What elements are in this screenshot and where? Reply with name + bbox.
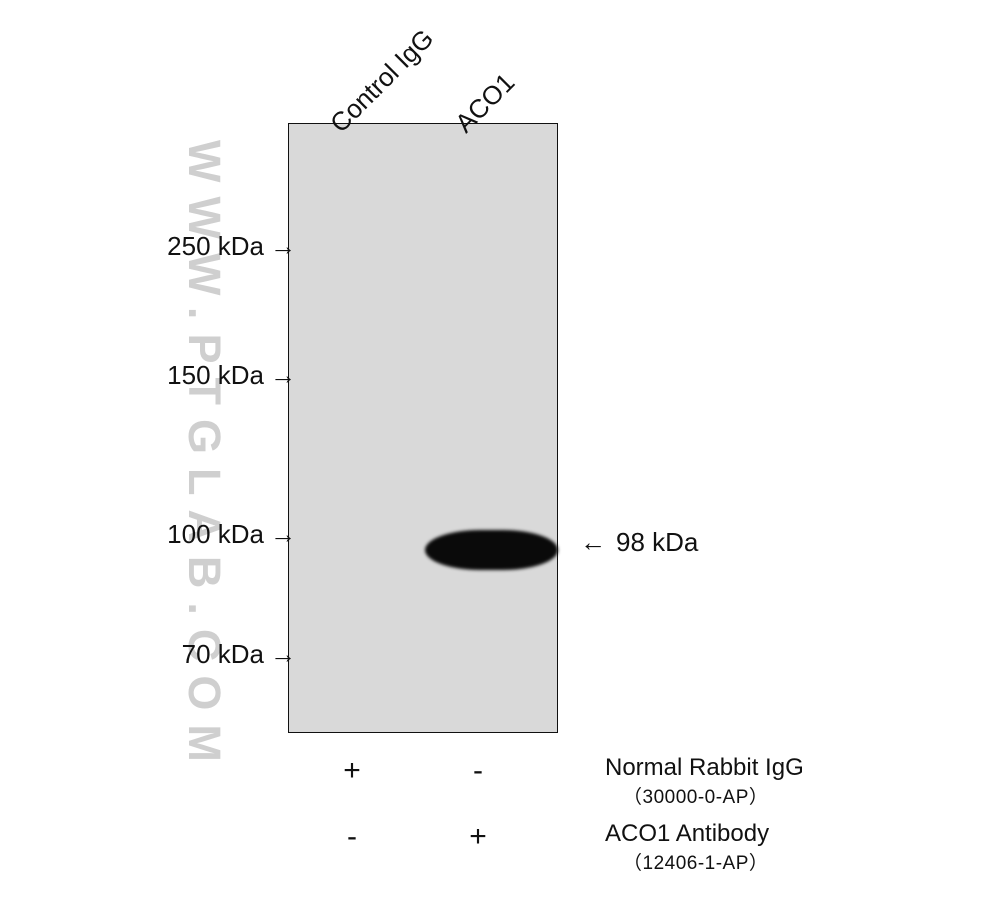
arrow-left-icon: ← bbox=[580, 527, 606, 558]
mw-marker-label: 100 kDa bbox=[146, 519, 264, 550]
arrow-right-icon: → bbox=[270, 360, 296, 391]
mw-marker-label: 150 kDa bbox=[146, 360, 264, 391]
mw-marker-label: 70 kDa bbox=[146, 639, 264, 670]
arrow-right-icon: → bbox=[270, 519, 296, 550]
lane-label-control-igg: Control IgG bbox=[324, 23, 440, 139]
legend-main-label: Normal Rabbit IgG bbox=[605, 754, 804, 782]
mw-marker-150: 150 kDa → bbox=[146, 360, 296, 391]
legend-sign: - bbox=[337, 820, 367, 854]
legend-sign: + bbox=[337, 754, 367, 788]
legend-text-block: Normal Rabbit IgG （30000-0-AP） bbox=[605, 754, 804, 809]
band-callout-label: 98 kDa bbox=[616, 527, 698, 558]
mw-marker-100: 100 kDa → bbox=[146, 519, 296, 550]
legend-sub-label: （30000-0-AP） bbox=[623, 782, 768, 809]
legend-sign: - bbox=[463, 754, 493, 788]
mw-marker-label: 250 kDa bbox=[146, 231, 264, 262]
signal-band-aco1 bbox=[425, 530, 558, 570]
mw-marker-70: 70 kDa → bbox=[146, 639, 296, 670]
legend-sub-label: （12406-1-AP） bbox=[623, 848, 768, 875]
arrow-right-icon: → bbox=[270, 231, 296, 262]
legend-sign: + bbox=[463, 820, 493, 854]
arrow-right-icon: → bbox=[270, 639, 296, 670]
mw-marker-250: 250 kDa → bbox=[146, 231, 296, 262]
legend-main-label: ACO1 Antibody bbox=[605, 820, 769, 848]
band-callout-98kda: ← 98 kDa bbox=[580, 527, 698, 558]
legend-text-block: ACO1 Antibody （12406-1-AP） bbox=[605, 820, 769, 875]
figure-canvas: WWW.PTGLAB.COM Control IgG ACO1 250 kDa … bbox=[0, 0, 1000, 903]
blot-membrane bbox=[288, 123, 558, 733]
